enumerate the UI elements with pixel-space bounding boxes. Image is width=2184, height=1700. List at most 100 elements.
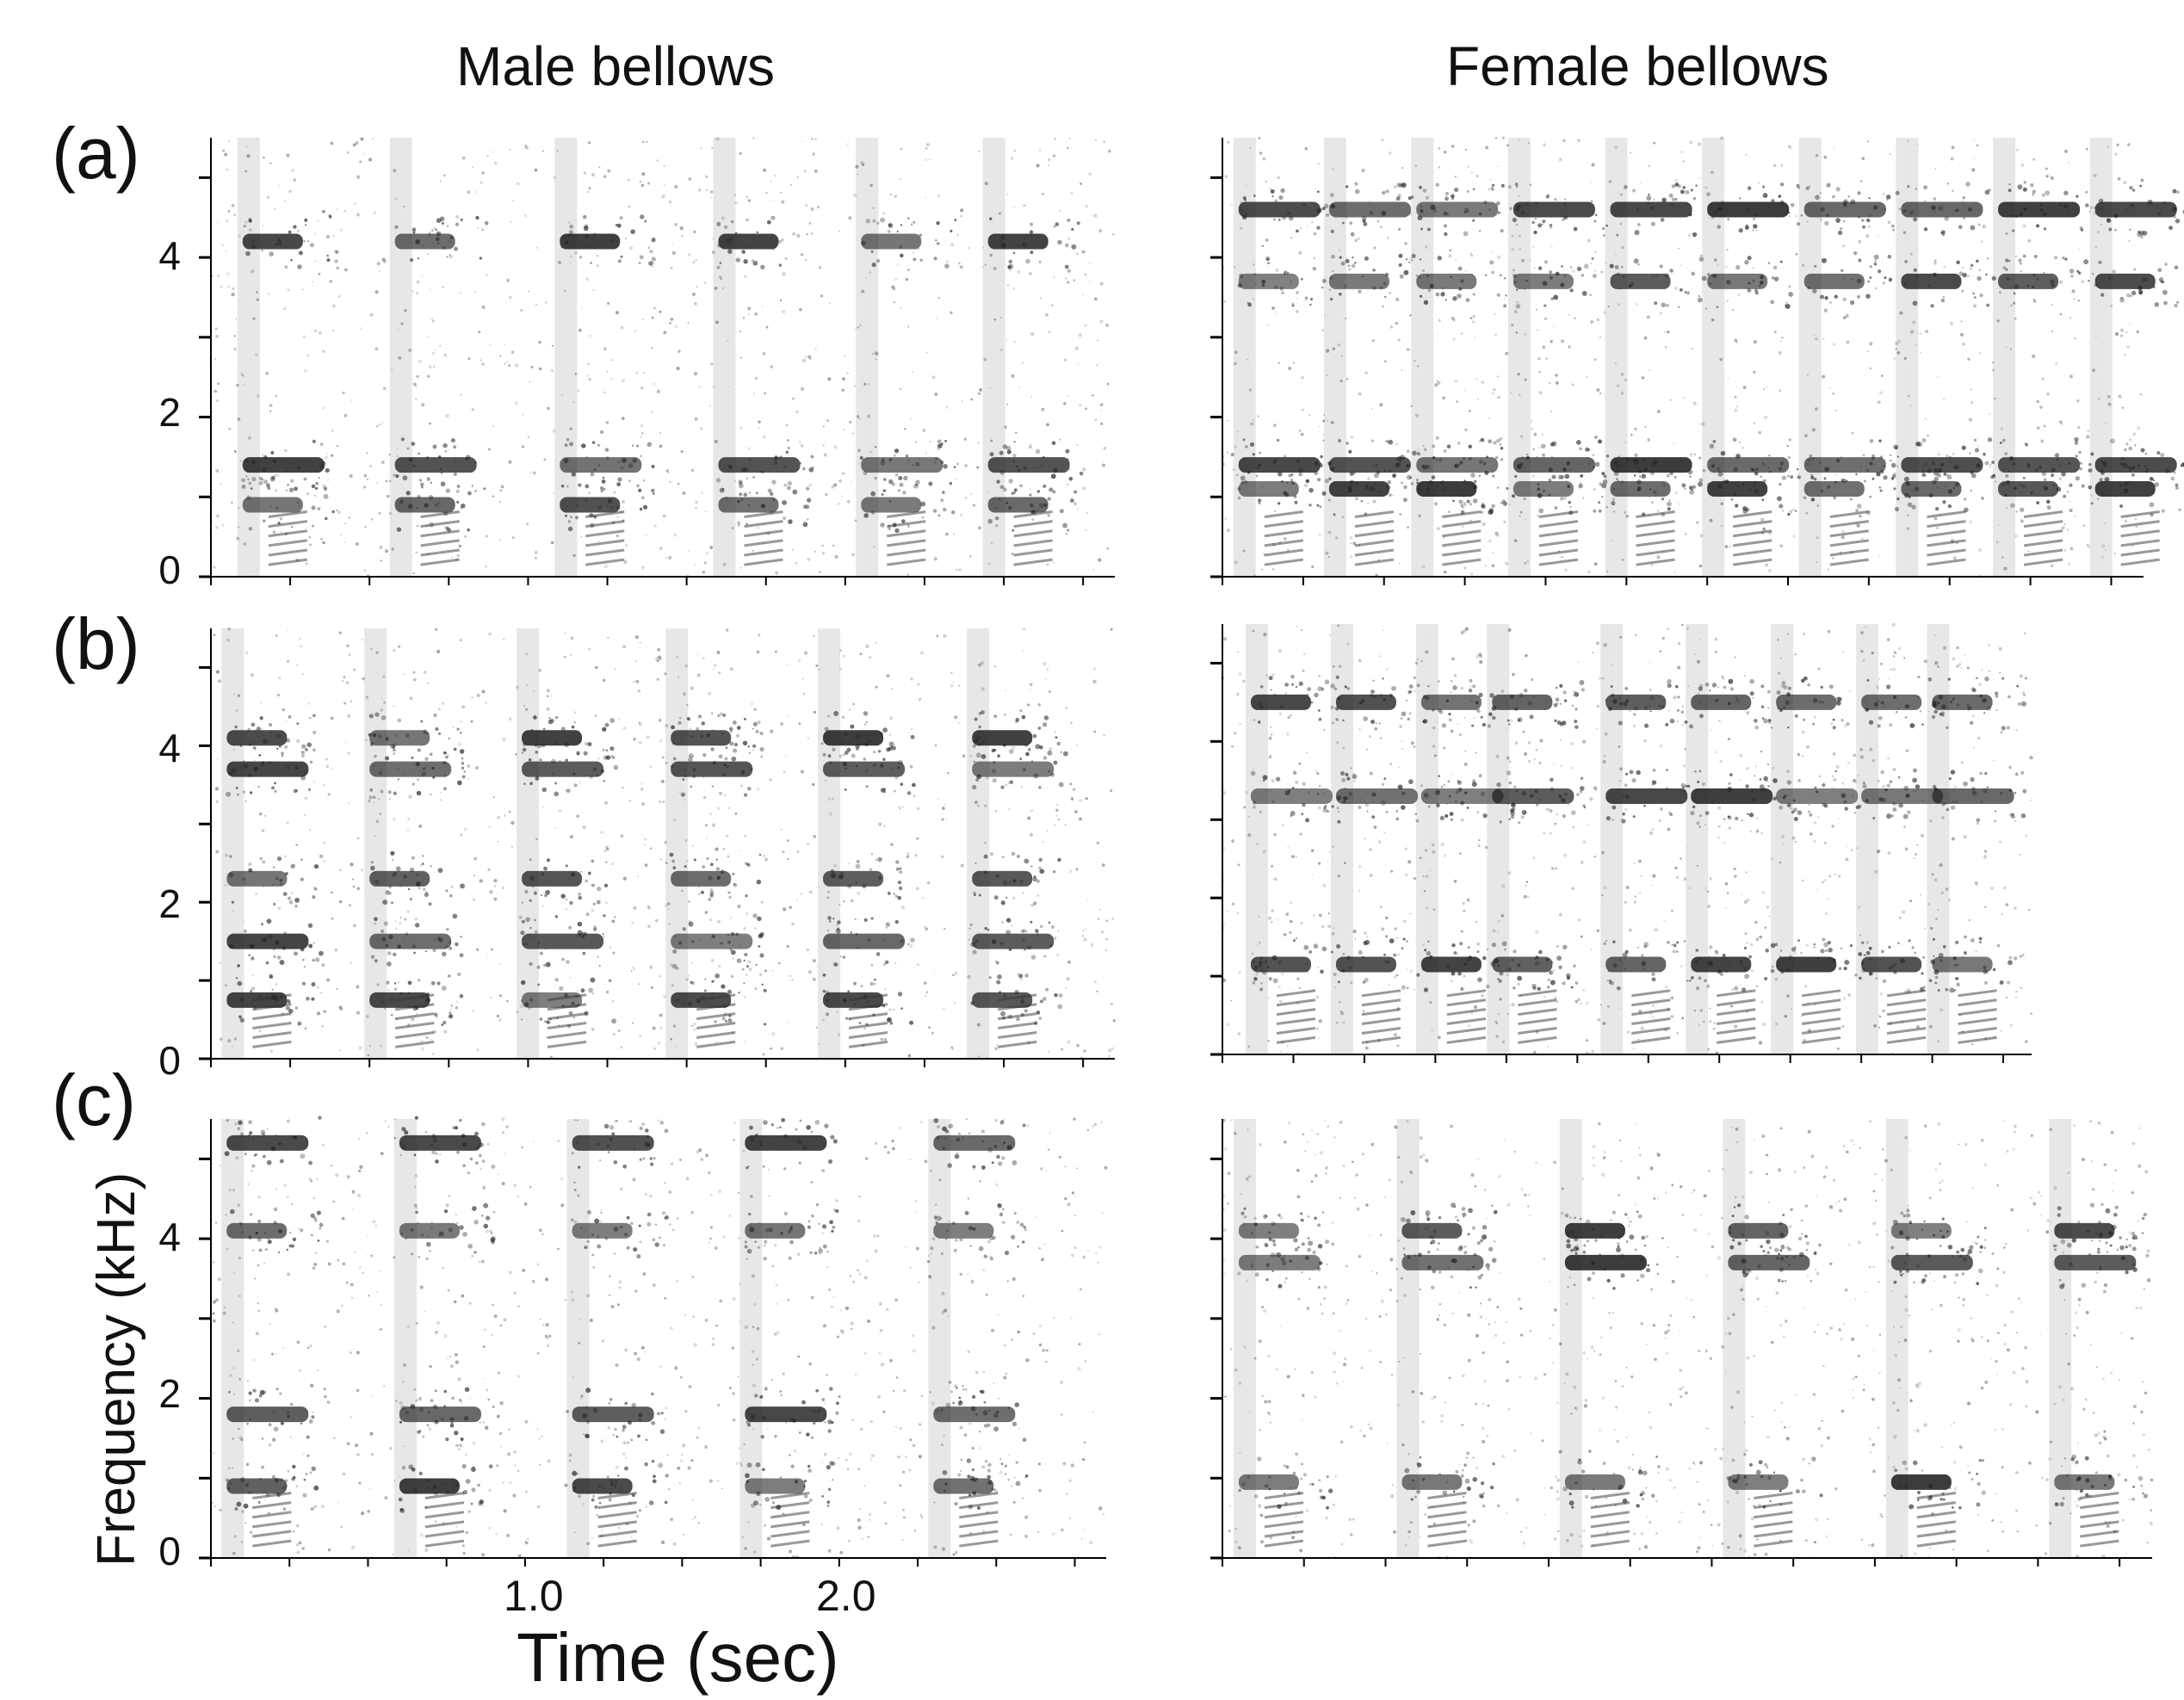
noise-speck bbox=[1451, 145, 1455, 148]
noise-speck bbox=[236, 536, 240, 541]
noise-speck bbox=[1771, 275, 1775, 279]
noise-speck bbox=[1033, 901, 1037, 906]
band-speck bbox=[737, 499, 740, 504]
noise-speck bbox=[664, 672, 667, 676]
band-speck bbox=[1637, 469, 1643, 473]
noise-speck bbox=[1579, 447, 1582, 451]
call-smear bbox=[818, 628, 841, 1059]
noise-speck bbox=[1519, 248, 1521, 250]
noise-speck bbox=[1519, 510, 1523, 514]
noise-speck bbox=[602, 678, 606, 683]
noise-speck bbox=[1668, 499, 1671, 502]
noise-speck bbox=[711, 785, 715, 788]
band-speck bbox=[613, 916, 616, 918]
noise-speck bbox=[821, 544, 824, 547]
noise-speck bbox=[1523, 498, 1526, 501]
low-striation bbox=[252, 1022, 292, 1030]
noise-speck bbox=[290, 866, 294, 869]
noise-speck bbox=[599, 831, 604, 835]
noise-speck bbox=[807, 737, 809, 739]
noise-speck bbox=[565, 789, 568, 792]
band-speck bbox=[585, 233, 589, 238]
band-speck bbox=[256, 726, 261, 732]
band-speck bbox=[380, 1001, 384, 1004]
band-speck bbox=[2175, 483, 2179, 487]
band-speck bbox=[1401, 468, 1403, 471]
noise-speck bbox=[1699, 534, 1704, 538]
noise-speck bbox=[1778, 389, 1782, 393]
noise-speck bbox=[1513, 539, 1518, 542]
noise-speck bbox=[226, 639, 231, 642]
noise-speck bbox=[1797, 473, 1800, 475]
noise-speck bbox=[1468, 409, 1471, 412]
band-speck bbox=[1079, 471, 1084, 476]
band-speck bbox=[294, 486, 298, 491]
noise-speck bbox=[215, 670, 220, 674]
noise-speck bbox=[1068, 468, 1071, 471]
noise-speck bbox=[280, 531, 282, 534]
low-striation bbox=[1442, 520, 1482, 529]
noise-speck bbox=[437, 708, 441, 711]
band-speck bbox=[1472, 219, 1476, 222]
noise-speck bbox=[1982, 225, 1986, 229]
band-speck bbox=[1426, 275, 1429, 277]
band-speck bbox=[2127, 466, 2131, 469]
noise-speck bbox=[867, 414, 870, 418]
noise-speck bbox=[1065, 277, 1067, 280]
noise-speck bbox=[2051, 330, 2054, 333]
noise-speck bbox=[810, 138, 814, 141]
noise-speck bbox=[249, 228, 252, 232]
noise-speck bbox=[393, 649, 396, 652]
band-speck bbox=[370, 865, 375, 871]
noise-speck bbox=[893, 301, 896, 304]
band-speck bbox=[1423, 448, 1427, 452]
noise-speck bbox=[620, 834, 624, 838]
noise-speck bbox=[882, 212, 886, 215]
band-speck bbox=[1662, 484, 1666, 487]
band-speck bbox=[894, 473, 899, 477]
noise-speck bbox=[846, 143, 849, 145]
band-speck bbox=[336, 509, 338, 511]
noise-speck bbox=[1896, 351, 1901, 355]
band-speck bbox=[1698, 478, 1704, 483]
noise-speck bbox=[1066, 977, 1070, 981]
band-speck bbox=[2152, 285, 2156, 288]
band-speck bbox=[711, 934, 716, 939]
noise-speck bbox=[1093, 213, 1098, 218]
band-speck bbox=[1902, 209, 1907, 213]
noise-speck bbox=[481, 305, 486, 310]
band-speck bbox=[2144, 470, 2148, 473]
band-speck bbox=[533, 715, 537, 720]
band-speck bbox=[935, 238, 937, 242]
noise-speck bbox=[1042, 841, 1044, 844]
noise-speck bbox=[338, 631, 343, 634]
band-speck bbox=[1029, 503, 1034, 508]
band-speck bbox=[1692, 485, 1696, 489]
band-speck bbox=[239, 997, 245, 1003]
band-speck bbox=[534, 918, 536, 922]
noise-speck bbox=[702, 657, 705, 660]
band-speck bbox=[1889, 454, 1892, 457]
noise-speck bbox=[1542, 345, 1545, 349]
noise-speck bbox=[1908, 395, 1910, 398]
band-speck bbox=[306, 492, 309, 495]
band-speck bbox=[1419, 275, 1421, 278]
noise-speck bbox=[1013, 150, 1017, 152]
noise-speck bbox=[342, 680, 344, 683]
noise-speck bbox=[2046, 392, 2050, 396]
band-speck bbox=[529, 782, 533, 786]
band-speck bbox=[871, 263, 876, 268]
noise-speck bbox=[317, 219, 319, 223]
noise-speck bbox=[1224, 517, 1228, 521]
noise-speck bbox=[1823, 155, 1828, 159]
band-speck bbox=[334, 259, 338, 263]
noise-speck bbox=[1252, 419, 1254, 422]
noise-speck bbox=[764, 392, 766, 395]
band-speck bbox=[1685, 202, 1688, 205]
noise-speck bbox=[925, 991, 929, 994]
noise-speck bbox=[1038, 149, 1042, 151]
band-speck bbox=[1887, 254, 1892, 259]
noise-speck bbox=[837, 1033, 841, 1036]
noise-speck bbox=[269, 162, 272, 164]
noise-speck bbox=[2066, 529, 2070, 531]
